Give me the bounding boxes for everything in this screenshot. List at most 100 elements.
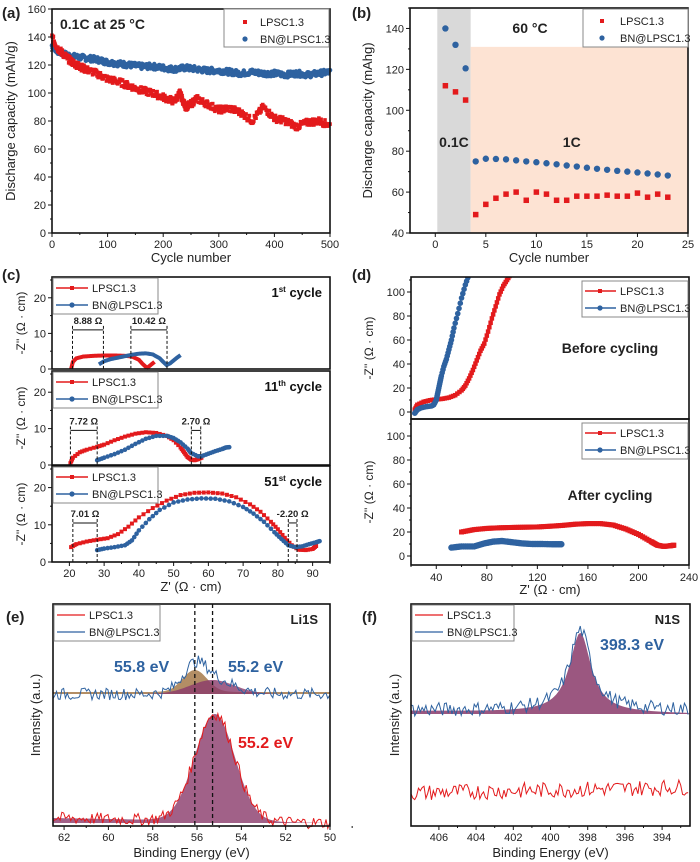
legend-label: BN@LPSC1.3 (447, 627, 517, 639)
y-axis-label: -Z'' (Ω · cm) (14, 483, 28, 546)
data-point-circle (664, 172, 671, 179)
y-tick-label: 20 (393, 383, 405, 395)
data-point-circle (583, 164, 591, 171)
x-axis-label: Z' (Ω · cm) (519, 582, 580, 597)
data-point-square (243, 499, 248, 504)
data-point-square (272, 118, 277, 123)
x-tick-label: 58 (147, 832, 159, 844)
data-point-square (229, 494, 234, 499)
peak-label: 55.2 eV (238, 735, 293, 752)
data-point-square (129, 432, 134, 437)
data-point-circle (126, 445, 131, 451)
data-point-circle (593, 165, 601, 172)
y-tick-label: 80 (393, 311, 405, 323)
data-point-square (195, 94, 200, 98)
data-point-square (82, 64, 87, 69)
region-1C (470, 46, 688, 234)
fit-peak-55.8 (53, 670, 330, 694)
data-point-circle (226, 499, 232, 504)
data-point-square (317, 116, 321, 120)
data-point-square (523, 197, 530, 204)
data-point-circle (454, 310, 461, 317)
data-point-square (219, 111, 224, 115)
data-point-square (136, 515, 141, 520)
data-point-square (239, 113, 244, 118)
data-point-square (163, 93, 167, 98)
data-point-square (476, 351, 482, 357)
y-tick-label: 0 (399, 551, 405, 563)
y-tick-label: 40 (393, 359, 405, 371)
panel-label-b: (b) (352, 5, 371, 22)
data-point-square (112, 533, 117, 538)
data-point-square (298, 125, 302, 129)
x-tick-label: 500 (321, 239, 339, 251)
data-point-square (483, 201, 489, 208)
data-point-square (498, 289, 503, 294)
data-point-square (80, 449, 85, 454)
y-tick-label: 10 (34, 424, 46, 436)
data-point-square (282, 535, 287, 540)
y-tick-label: 140 (386, 23, 404, 35)
data-point-square (468, 373, 473, 378)
y-tick-label: 60 (393, 335, 405, 347)
panel-label-c: (c) (2, 267, 20, 284)
legend-label: LPSC1.3 (620, 16, 664, 28)
data-point-square (584, 193, 590, 199)
data-point-square (234, 495, 239, 500)
spectrum-lpsc (52, 711, 331, 831)
data-point-circle (160, 433, 166, 439)
data-point-square (210, 101, 215, 106)
data-point-square (197, 96, 202, 101)
data-point-circle (122, 447, 128, 453)
data-point-circle (131, 534, 137, 540)
data-point-circle (105, 545, 110, 551)
data-point-square (509, 272, 514, 277)
data-point-square (201, 490, 206, 495)
y-tick-label: 10 (34, 520, 46, 532)
y-tick-label: 20 (34, 200, 46, 212)
y-axis-label: -Z'' (Ω · cm) (362, 461, 376, 524)
data-point-circle (461, 286, 467, 293)
data-point-square (119, 529, 124, 534)
y-tick-label: 140 (28, 32, 46, 44)
data-point-circle (467, 269, 473, 275)
data-point-circle (129, 443, 135, 449)
data-point-circle (472, 158, 479, 165)
x-tick-label: 5 (483, 239, 489, 251)
data-point-square (136, 431, 141, 436)
x-tick-label: 20 (63, 568, 75, 580)
data-point-square (219, 107, 223, 112)
data-point-square (178, 493, 183, 498)
chart-d-subplot (411, 269, 514, 417)
x-tick-label: 406 (430, 832, 448, 844)
series-line (97, 351, 182, 368)
data-point-circle (523, 158, 530, 165)
data-point-square (70, 475, 74, 479)
data-point-circle (453, 315, 460, 322)
data-point-square (319, 117, 323, 122)
data-point-square (102, 536, 107, 541)
data-point-square (533, 189, 540, 195)
data-point-circle (261, 519, 267, 525)
annotation-temp: 60 °C (512, 20, 547, 36)
data-point-square (112, 438, 117, 443)
data-point-circle (143, 520, 149, 526)
data-point-square (480, 343, 486, 349)
data-point-square (261, 513, 266, 518)
chart-c-subplot: 7.72 Ω 2.70 Ω (68, 416, 232, 466)
data-point-square (247, 116, 251, 121)
region-0.1C (437, 8, 471, 233)
x-tick-label: 200 (629, 572, 647, 584)
peak-label: 55.8 eV (114, 659, 169, 676)
data-point-circle (140, 438, 145, 443)
data-point-square (280, 115, 285, 119)
x-tick-label: 80 (481, 572, 493, 584)
data-point-square (482, 341, 487, 346)
data-point-square (464, 380, 469, 386)
data-point-square (124, 84, 129, 88)
data-point-square (169, 99, 174, 103)
data-point-circle (150, 513, 156, 519)
data-point-circle (451, 325, 457, 331)
chart-c-subplot: 8.88 Ω 10.42 Ω (69, 316, 182, 370)
data-point-square (70, 380, 74, 384)
